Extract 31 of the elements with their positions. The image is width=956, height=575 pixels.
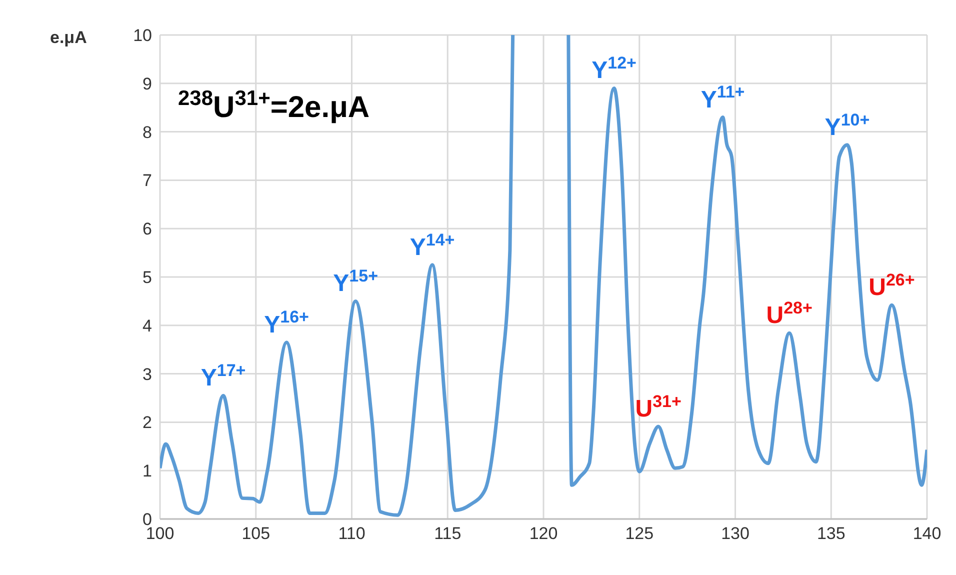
annotation: U$^{26+}$ [868,270,915,302]
annotation: Y$^{12+}$ [592,54,637,84]
y-tick-label: 3 [142,364,152,384]
y-tick-label: 9 [142,74,152,94]
x-tick-label: 125 [625,524,654,544]
annotation: Y$^{15+}$ [333,266,378,298]
annotation: Y$^{16+}$ [264,308,310,338]
x-tick-label: 140 [912,524,942,544]
y-axis-title: e.μA [50,28,87,47]
annotation: Y$^{17+}$ [200,360,246,392]
y-tick-label: 2 [142,413,152,432]
y-tick-label: 8 [142,122,152,142]
y-tick-label: 4 [142,316,152,336]
y-tick-label: 1 [142,462,152,481]
x-tick-label: 115 [434,524,462,544]
y-tick-label: 5 [142,268,152,288]
annotation: Y$^{10+}$ [824,110,870,141]
x-tick-label: 130 [721,524,750,544]
x-tick-label: 135 [816,524,846,544]
annotation: $^{238}$U$^{31+}$=2e.μA [178,87,370,124]
annotation: U$^{31+}$ [635,392,682,423]
annotation: Y$^{14+}$ [410,230,455,261]
y-tick-label: 7 [142,171,152,190]
x-tick-label: 105 [242,524,270,544]
annotation: U$^{28+}$ [766,298,812,330]
x-tick-label: 100 [146,524,174,544]
y-tick-label: 10 [133,26,152,46]
annotation: Y$^{11+}$ [700,82,745,114]
y-tick-label: 6 [142,220,152,239]
x-tick-label: 110 [338,524,366,544]
x-tick-label: 120 [529,524,558,544]
